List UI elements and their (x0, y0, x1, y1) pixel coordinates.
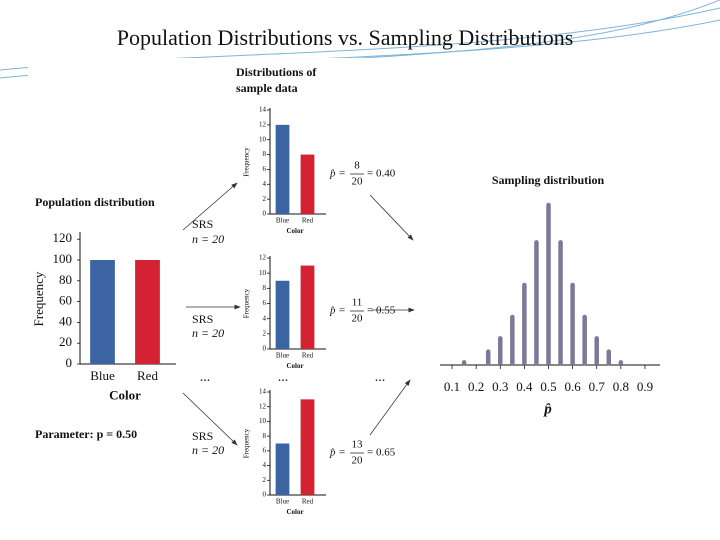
y-tick-label: 8 (263, 284, 267, 292)
estimate-rhs: = 0.65 (367, 447, 396, 459)
y-tick-label: 4 (263, 461, 267, 469)
srs-size: n = 20 (192, 443, 224, 457)
x-axis-label: Color (286, 362, 303, 370)
x-axis-label: p̂ (542, 401, 552, 417)
bar (275, 443, 290, 495)
srs-size: n = 20 (192, 326, 224, 340)
bar (300, 154, 315, 214)
sample-heading: sample data (236, 81, 298, 95)
y-tick-label: 12 (259, 254, 267, 262)
estimate-lhs: p̂ = (329, 305, 346, 317)
arrow (182, 182, 238, 231)
y-tick-label: 6 (263, 446, 267, 454)
x-tick-label: 0.8 (613, 379, 629, 394)
y-tick-label: 10 (259, 135, 267, 143)
estimate-lhs: p̂ = (329, 168, 346, 180)
x-tick-label: 0.5 (540, 379, 556, 394)
x-tick-label: Red (137, 368, 158, 383)
y-tick-label: 14 (259, 106, 267, 114)
bar (275, 124, 290, 214)
bar (90, 260, 115, 364)
estimate-numerator: 13 (352, 439, 364, 451)
y-axis-label: Frequency (31, 271, 46, 326)
x-tick-label: Blue (90, 368, 115, 383)
bar (300, 399, 315, 495)
y-tick-label: 0 (263, 491, 267, 499)
estimate-rhs: = 0.55 (367, 305, 396, 317)
y-tick-label: 2 (263, 329, 267, 337)
ellipsis: ... (278, 370, 289, 385)
x-axis-label: Color (286, 227, 303, 235)
x-tick-label: Blue (276, 498, 289, 506)
y-axis-label: Frequency (243, 147, 251, 177)
x-tick-label: 0.7 (589, 379, 606, 394)
bar (135, 260, 160, 364)
estimate-lhs: p̂ = (329, 447, 346, 459)
arrow (182, 392, 238, 446)
x-tick-label: Red (302, 498, 314, 506)
estimate-numerator: 11 (352, 297, 363, 309)
y-tick-label: 4 (263, 180, 267, 188)
bar (275, 280, 290, 349)
y-tick-label: 2 (263, 476, 267, 484)
estimate-denominator: 20 (352, 313, 364, 325)
estimate-numerator: 8 (354, 160, 360, 172)
x-tick-label: 0.1 (444, 379, 460, 394)
srs-method: SRS (192, 217, 213, 231)
bar (300, 265, 315, 349)
y-tick-label: 60 (59, 293, 72, 308)
y-tick-label: 40 (59, 313, 72, 328)
y-tick-label: 120 (53, 230, 73, 245)
y-tick-label: 10 (259, 269, 267, 277)
sample-heading: Distributions of (236, 65, 317, 79)
y-tick-label: 14 (259, 388, 267, 396)
y-tick-label: 6 (263, 299, 267, 307)
y-tick-label: 10 (259, 417, 267, 425)
x-axis-label: Color (109, 387, 141, 402)
srs-method: SRS (192, 429, 213, 443)
y-tick-label: 100 (53, 251, 73, 266)
x-tick-label: Blue (276, 217, 289, 225)
srs-size: n = 20 (192, 232, 224, 246)
srs-method: SRS (192, 312, 213, 326)
estimate-rhs: = 0.40 (367, 168, 396, 180)
chart-title: Population distribution (35, 195, 155, 209)
parameter: Parameter: p = 0.50 (35, 427, 137, 441)
x-tick-label: 0.9 (637, 379, 653, 394)
y-tick-label: 0 (66, 355, 73, 370)
ellipsis: ... (375, 370, 386, 385)
estimate-denominator: 20 (352, 176, 364, 188)
y-axis-label: Frequency (243, 428, 251, 458)
x-tick-label: Red (302, 352, 314, 360)
y-tick-label: 2 (263, 195, 267, 203)
y-tick-label: 8 (263, 150, 267, 158)
y-tick-label: 4 (263, 314, 267, 322)
y-tick-label: 6 (263, 165, 267, 173)
estimate-denominator: 20 (352, 455, 364, 467)
y-tick-label: 0 (263, 210, 267, 218)
y-tick-label: 8 (263, 432, 267, 440)
ellipsis: ... (200, 370, 211, 385)
x-tick-label: 0.2 (468, 379, 484, 394)
y-tick-label: 12 (259, 402, 267, 410)
y-tick-label: 12 (259, 120, 267, 128)
arrow (369, 194, 414, 241)
x-tick-label: Blue (276, 352, 289, 360)
x-tick-label: Red (302, 217, 314, 225)
figure-area (28, 58, 662, 536)
arrow (369, 379, 411, 436)
x-tick-label: 0.6 (564, 379, 581, 394)
x-tick-label: 0.4 (516, 379, 533, 394)
y-tick-label: 20 (59, 334, 72, 349)
x-axis-label: Color (286, 508, 303, 516)
arrows (182, 182, 415, 446)
y-axis-label: Frequency (243, 288, 251, 318)
x-tick-label: 0.3 (492, 379, 508, 394)
y-tick-label: 0 (263, 345, 267, 353)
deco-line (329, 0, 720, 61)
y-tick-label: 80 (59, 272, 72, 287)
slide-title: Population Distributions vs. Sampling Di… (117, 25, 574, 50)
chart-title: Sampling distribution (492, 173, 605, 187)
